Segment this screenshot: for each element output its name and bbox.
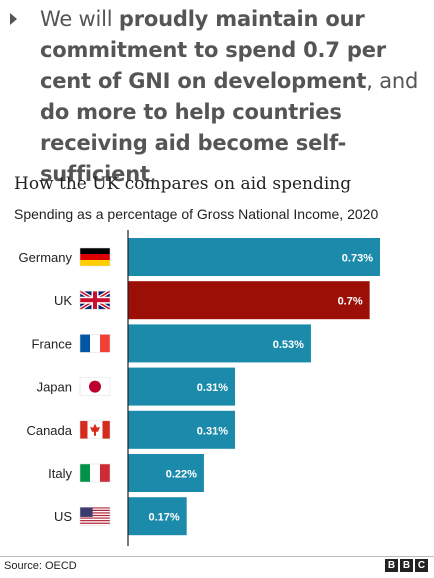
- bar-us: [128, 497, 187, 536]
- bar-chart: Germany 0.73% UK 0.7% France 0.53% Japan 0.31% C…: [19, 230, 380, 546]
- value-label: 0.22%: [166, 469, 197, 481]
- bbc-logo-letter: B: [400, 559, 413, 572]
- value-label: 0.53%: [273, 339, 304, 351]
- bar-japan: [128, 367, 236, 406]
- us-flag: [79, 506, 111, 526]
- quote-text: We will proudly maintain our commitment …: [40, 4, 430, 190]
- uk-flag: [78, 289, 112, 311]
- france-flag: [79, 334, 111, 353]
- bbc-logo-letter: C: [415, 559, 428, 572]
- bar-italy: [128, 454, 204, 492]
- source-note: Source: OECD: [4, 560, 77, 572]
- category-label: US: [54, 509, 72, 524]
- japan-flag: [79, 377, 111, 396]
- category-label: Italy: [48, 466, 72, 481]
- quote-emphasis: do more to help countries receiving aid …: [40, 100, 347, 186]
- value-label: 0.31%: [197, 425, 228, 437]
- quote-emphasis: proudly maintain our commitment to spend…: [40, 7, 386, 93]
- quote-segment: , and: [366, 69, 419, 93]
- category-label: Canada: [26, 423, 72, 438]
- italy-flag: [79, 463, 111, 483]
- bar-canada: [128, 410, 236, 449]
- category-label: Japan: [37, 380, 72, 395]
- value-label: 0.17%: [148, 512, 179, 524]
- germany-flag: [79, 247, 111, 267]
- bbc-logo: B B C: [385, 559, 428, 572]
- pull-quote: We will proudly maintain our commitment …: [0, 0, 434, 186]
- category-label: UK: [54, 293, 72, 308]
- canada-flag: [79, 420, 111, 440]
- value-label: 0.73%: [342, 253, 373, 265]
- category-label: France: [32, 336, 72, 351]
- quote-segment: .: [149, 162, 157, 186]
- footer-divider: [0, 556, 434, 557]
- category-label: Germany: [19, 250, 73, 265]
- value-label: 0.7%: [338, 296, 363, 308]
- chart-title: How the UK compares on aid spending: [14, 174, 352, 194]
- bar-france: [128, 324, 311, 363]
- bar-germany: [128, 238, 380, 276]
- quote-arrow-icon: [10, 13, 17, 25]
- quote-segment: We will: [40, 7, 119, 31]
- chart-subtitle: Spending as a percentage of Gross Nation…: [14, 206, 379, 222]
- value-label: 0.31%: [197, 382, 228, 394]
- bar-uk: [128, 281, 370, 320]
- bbc-logo-letter: B: [385, 559, 398, 572]
